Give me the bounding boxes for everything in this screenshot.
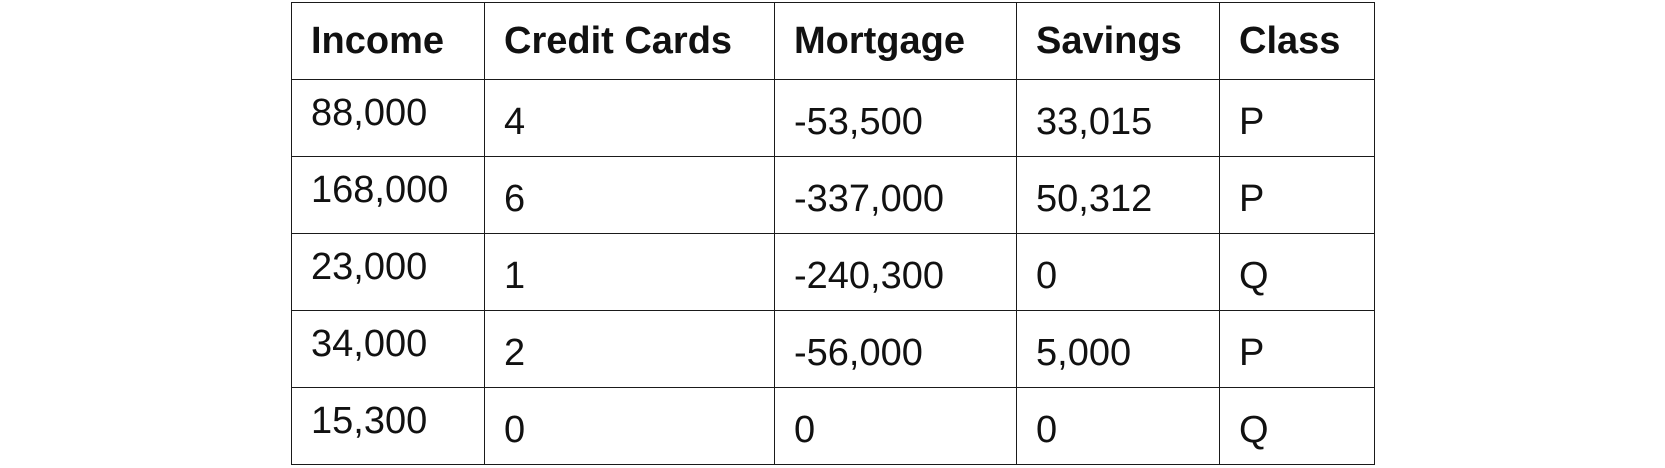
cell-income: 15,300: [291, 387, 485, 465]
data-table: Income Credit Cards Mortgage Savings Cla…: [291, 2, 1375, 465]
header-income: Income: [291, 2, 485, 80]
cell-credit-cards: 1: [484, 233, 775, 311]
header-mortgage: Mortgage: [774, 2, 1017, 80]
cell-class: P: [1219, 156, 1375, 234]
cell-class: P: [1219, 310, 1375, 388]
table-row: 15,300 0 0 0 Q: [291, 387, 1375, 465]
cell-credit-cards: 2: [484, 310, 775, 388]
header-savings: Savings: [1016, 2, 1220, 80]
cell-mortgage: -53,500: [774, 79, 1017, 157]
cell-mortgage: -337,000: [774, 156, 1017, 234]
cell-credit-cards: 0: [484, 387, 775, 465]
table-row: 88,000 4 -53,500 33,015 P: [291, 79, 1375, 157]
cell-income: 168,000: [291, 156, 485, 234]
cell-savings: 5,000: [1016, 310, 1220, 388]
header-row: Income Credit Cards Mortgage Savings Cla…: [291, 2, 1375, 80]
cell-mortgage: -240,300: [774, 233, 1017, 311]
cell-credit-cards: 6: [484, 156, 775, 234]
cell-savings: 0: [1016, 387, 1220, 465]
table-header: Income Credit Cards Mortgage Savings Cla…: [291, 2, 1375, 80]
cell-income: 88,000: [291, 79, 485, 157]
table-row: 34,000 2 -56,000 5,000 P: [291, 310, 1375, 388]
cell-class: P: [1219, 79, 1375, 157]
cell-income: 23,000: [291, 233, 485, 311]
table-row: 23,000 1 -240,300 0 Q: [291, 233, 1375, 311]
header-credit-cards: Credit Cards: [484, 2, 775, 80]
header-class: Class: [1219, 2, 1375, 80]
table-row: 168,000 6 -337,000 50,312 P: [291, 156, 1375, 234]
cell-income: 34,000: [291, 310, 485, 388]
cell-class: Q: [1219, 387, 1375, 465]
cell-savings: 0: [1016, 233, 1220, 311]
cell-class: Q: [1219, 233, 1375, 311]
cell-savings: 33,015: [1016, 79, 1220, 157]
table-body: 88,000 4 -53,500 33,015 P 168,000 6 -337…: [291, 79, 1375, 465]
cell-savings: 50,312: [1016, 156, 1220, 234]
cell-credit-cards: 4: [484, 79, 775, 157]
cell-mortgage: 0: [774, 387, 1017, 465]
cell-mortgage: -56,000: [774, 310, 1017, 388]
